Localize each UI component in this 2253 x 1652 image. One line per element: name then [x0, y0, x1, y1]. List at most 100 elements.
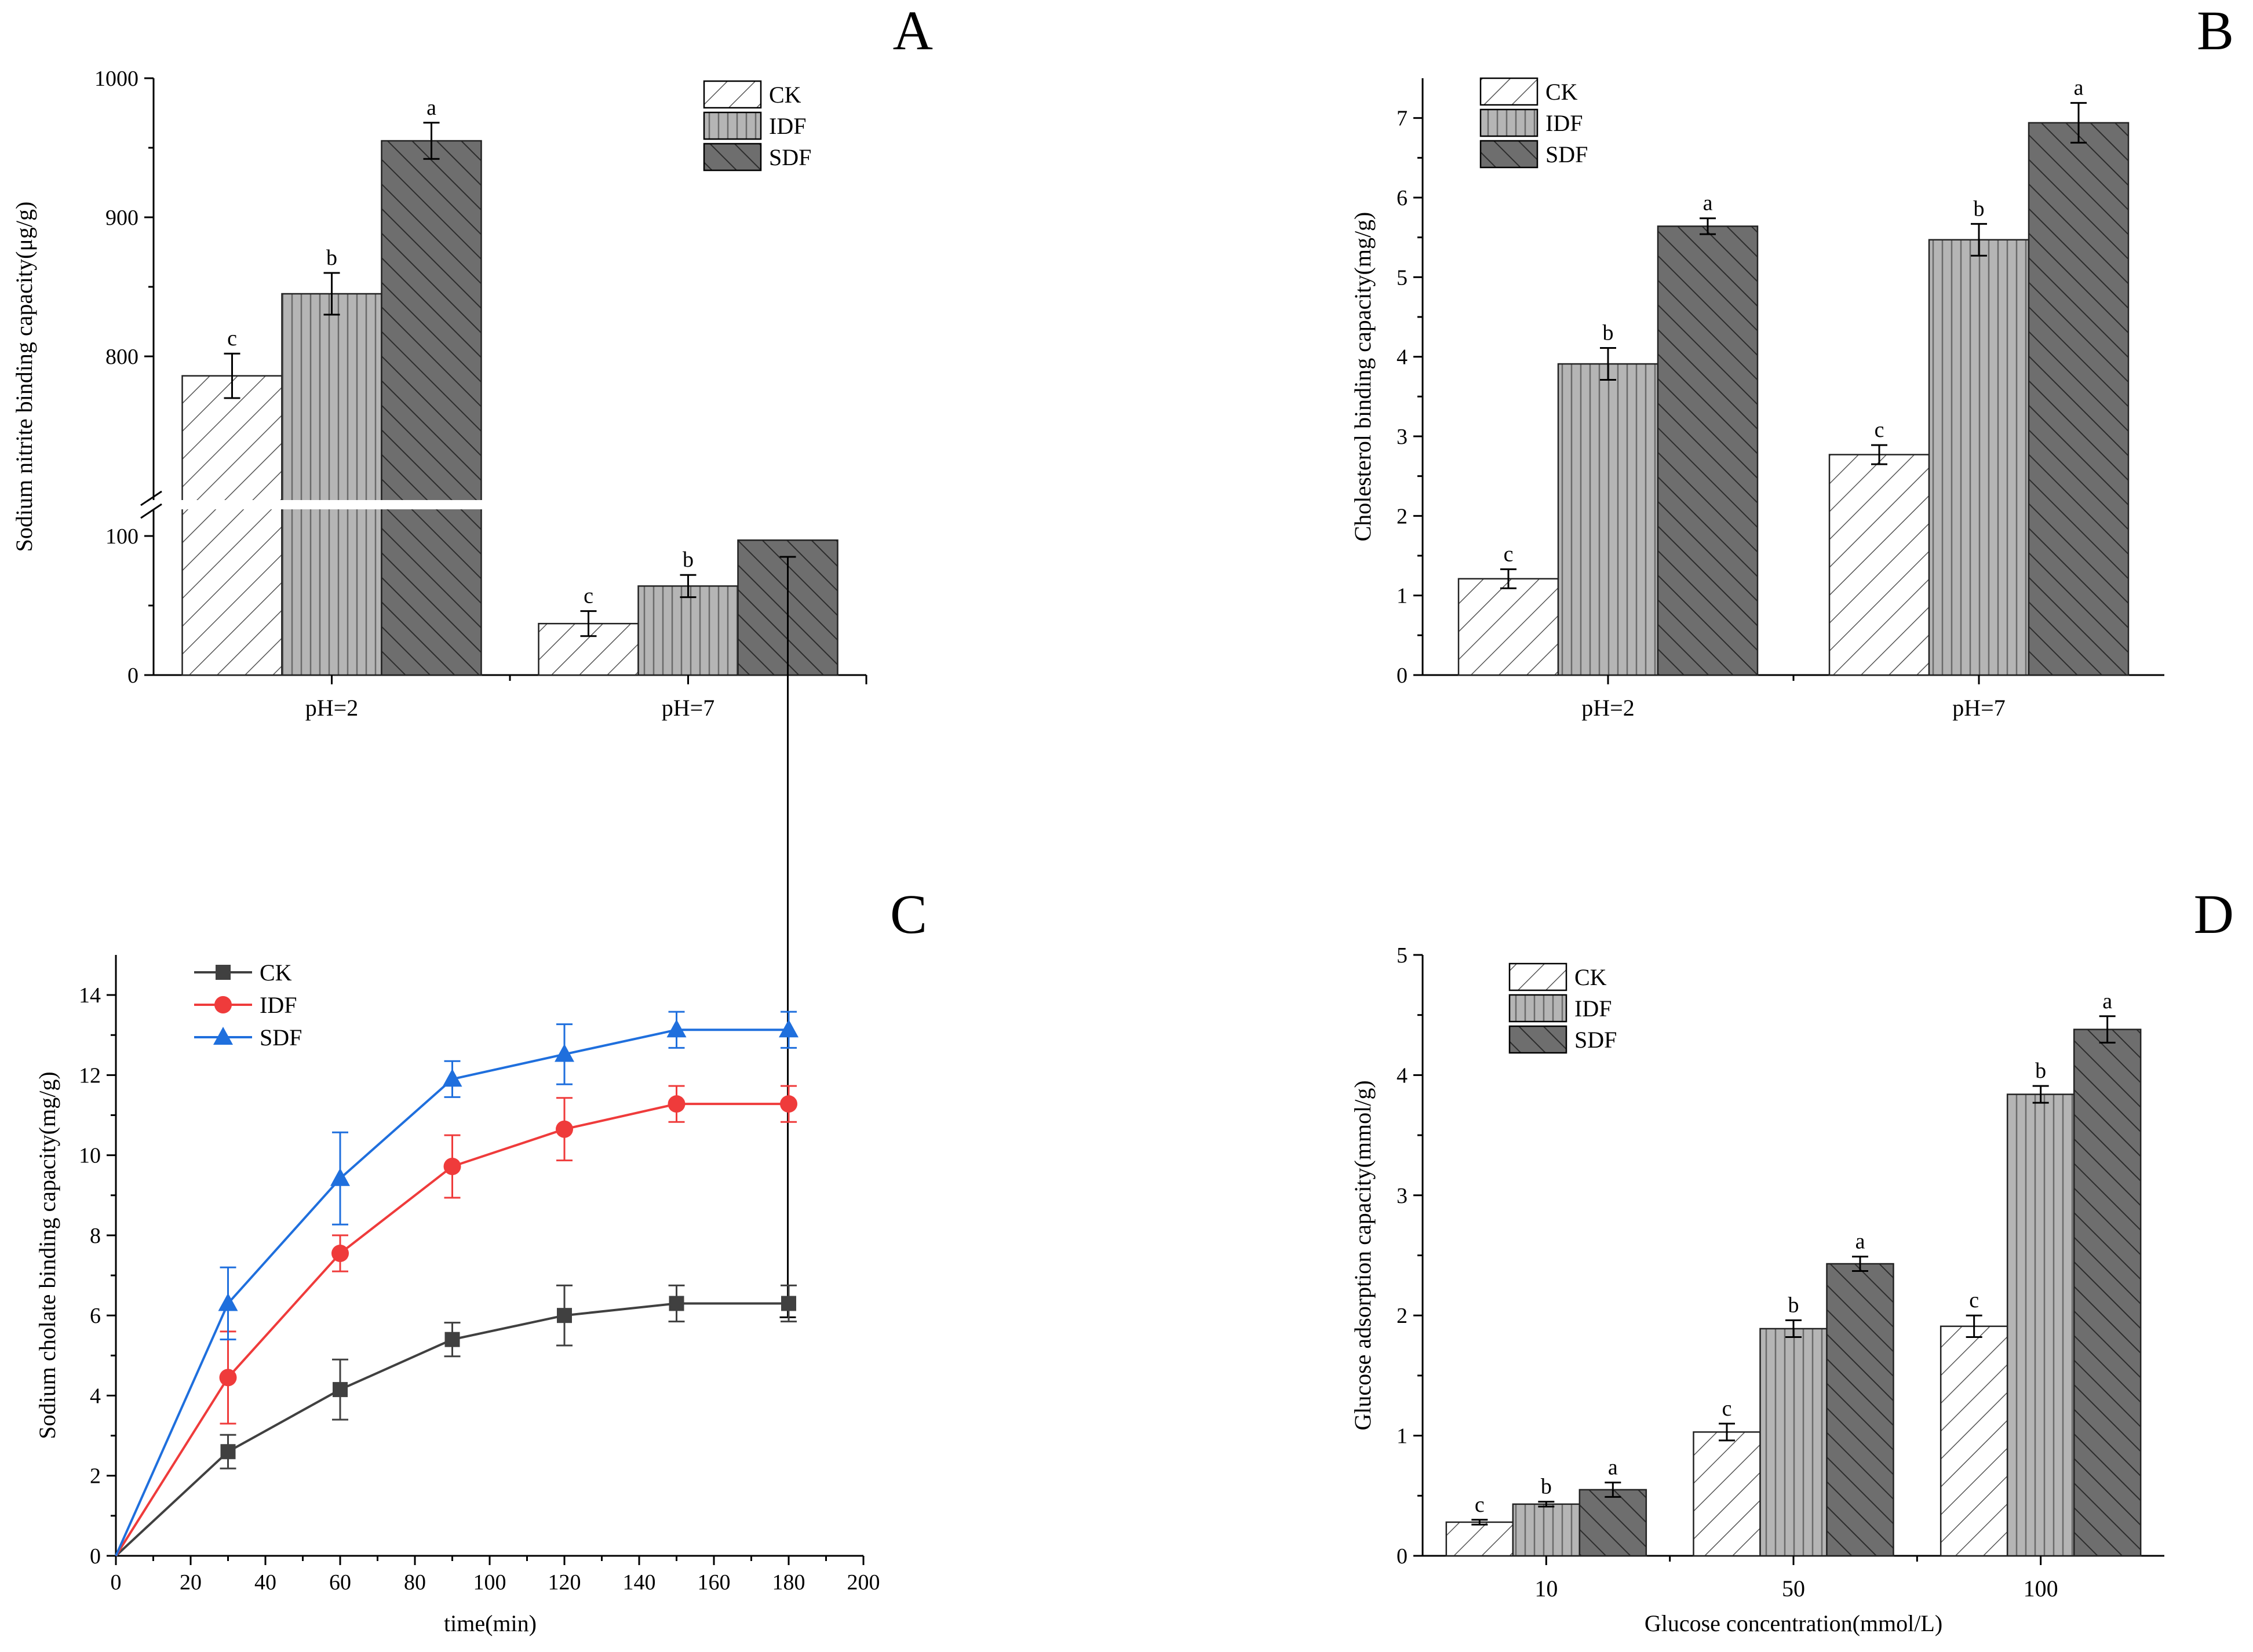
significance-label: b: [2035, 1059, 2046, 1083]
marker-square: [220, 1444, 236, 1460]
marker-square: [216, 965, 231, 980]
bar-sdf: [2028, 122, 2130, 676]
significance-label: b: [1603, 321, 1614, 345]
y-axis-title: Sodium cholate binding capacity(mg/g): [34, 1071, 60, 1439]
legend-swatch-sdf: [703, 143, 762, 172]
legend-label-idf: IDF: [1545, 110, 1583, 136]
panel-letter: B: [2197, 0, 2234, 61]
significance-label: b: [683, 548, 694, 572]
y-tick-label: 0: [90, 1544, 101, 1569]
bar-idf: [281, 293, 382, 676]
y-tick-label: 12: [79, 1063, 101, 1088]
marker-circle: [780, 1095, 797, 1113]
significance-label: c: [1969, 1288, 1979, 1312]
significance-label: b: [1541, 1475, 1552, 1499]
bar-ck: [1940, 1325, 2008, 1557]
marker-square: [444, 1332, 460, 1347]
legend-swatch-ck: [703, 80, 762, 109]
x-axis-title: time(min): [444, 1610, 537, 1636]
bar-sdf: [1826, 1263, 1894, 1557]
legend-swatch-sdf: [1508, 1025, 1567, 1054]
y-tick-label: 6: [90, 1304, 101, 1328]
legend-label-sdf: SDF: [1574, 1027, 1617, 1053]
y-tick-label: 4: [1397, 1063, 1408, 1088]
bar-sdf: [1657, 225, 1759, 676]
bar-sdf: [2073, 1029, 2142, 1557]
y-axis-title: Glucose adsorption capacity(mmol/g): [1350, 1080, 1376, 1430]
y-tick-label: 100: [105, 524, 138, 549]
x-tick-label: 180: [772, 1570, 805, 1595]
marker-circle: [214, 996, 232, 1013]
panel-b-chart: 0 1 2 3 4 5 6 7 c b a pH=2 c b a pH=7 CK IDF SDF Cholestero…: [1350, 0, 2234, 721]
significance-label: c: [1875, 418, 1884, 442]
legend-label-sdf: SDF: [769, 144, 811, 170]
significance-label: c: [1722, 1396, 1732, 1421]
bar-ck: [181, 375, 283, 676]
marker-circle: [668, 1095, 686, 1113]
legend-swatch-ck: [1508, 962, 1567, 991]
y-tick-label: 0: [1397, 1544, 1408, 1569]
axis-break-mark: [140, 490, 162, 506]
legend-swatch-idf: [1508, 994, 1567, 1023]
legend-label-ck: CK: [769, 82, 801, 108]
axis-break-mark: [140, 503, 162, 519]
bar-idf: [1512, 1503, 1581, 1557]
marker-triangle: [779, 1019, 799, 1038]
y-tick-label: 1: [1397, 1424, 1408, 1449]
y-tick-label: 5: [1397, 265, 1408, 290]
y-tick-label: 8: [90, 1224, 101, 1248]
marker-circle: [219, 1369, 237, 1387]
significance-label: a: [1703, 191, 1713, 216]
significance-label: a: [1855, 1230, 1865, 1254]
bar-ck: [1693, 1431, 1761, 1557]
y-tick-label: 2: [1397, 1304, 1408, 1328]
y-tick-label: 4: [1397, 345, 1408, 370]
y-tick-label: 5: [1397, 943, 1408, 968]
x-category-label: 100: [2024, 1576, 2058, 1602]
y-tick-label: 10: [79, 1144, 101, 1168]
bar-sdf: [381, 140, 482, 676]
significance-label: a: [426, 96, 436, 120]
marker-circle: [443, 1158, 461, 1176]
x-tick-label: 200: [847, 1570, 880, 1595]
x-tick-label: 120: [548, 1570, 581, 1595]
marker-circle: [331, 1245, 349, 1263]
x-axis-title: Glucose concentration(mmol/L): [1645, 1610, 1942, 1636]
marker-square: [669, 1296, 684, 1311]
marker-square: [333, 1382, 348, 1398]
bar-sdf: [1578, 1489, 1647, 1557]
marker-triangle: [213, 1027, 233, 1045]
bar-idf: [1928, 239, 2030, 676]
significance-label: a: [2074, 76, 2084, 100]
x-tick-label: 100: [473, 1570, 506, 1595]
y-tick-label: 14: [79, 983, 101, 1008]
legend-swatch-sdf: [1479, 140, 1539, 169]
x-tick-label: 40: [254, 1570, 276, 1595]
x-tick-label: 80: [404, 1570, 426, 1595]
x-category-label: pH=2: [305, 695, 358, 721]
legend-label-ck: CK: [1545, 79, 1578, 105]
bar-idf: [637, 585, 739, 676]
bar-ck: [1828, 454, 1930, 676]
x-tick-label: 60: [329, 1570, 351, 1595]
marker-triangle: [555, 1044, 574, 1062]
significance-label: c: [584, 584, 593, 608]
legend-label-sdf: SDF: [1545, 141, 1588, 167]
x-category-label: pH=2: [1581, 695, 1634, 721]
x-category-label: 10: [1534, 1576, 1558, 1602]
panel-d-chart: 0 1 2 3 4 5 c b a 10 c b a 50 c b a 100 CK IDF SDF Glucose co…: [1350, 883, 2234, 1636]
y-tick-label: 3: [1397, 425, 1408, 449]
legend-label-idf: IDF: [1574, 995, 1612, 1022]
y-tick-label: 0: [127, 663, 138, 688]
legend-label-idf: IDF: [260, 992, 297, 1018]
significance-label: a: [1608, 1455, 1618, 1479]
marker-triangle: [330, 1168, 350, 1186]
axis-break-gap: [136, 500, 611, 509]
x-category-label: 50: [1782, 1576, 1805, 1602]
marker-square: [781, 1296, 796, 1311]
y-tick-label: 4: [90, 1384, 101, 1408]
marker-triangle: [666, 1019, 687, 1038]
significance-label: a: [2102, 989, 2112, 1013]
bar-idf: [1759, 1328, 1828, 1557]
